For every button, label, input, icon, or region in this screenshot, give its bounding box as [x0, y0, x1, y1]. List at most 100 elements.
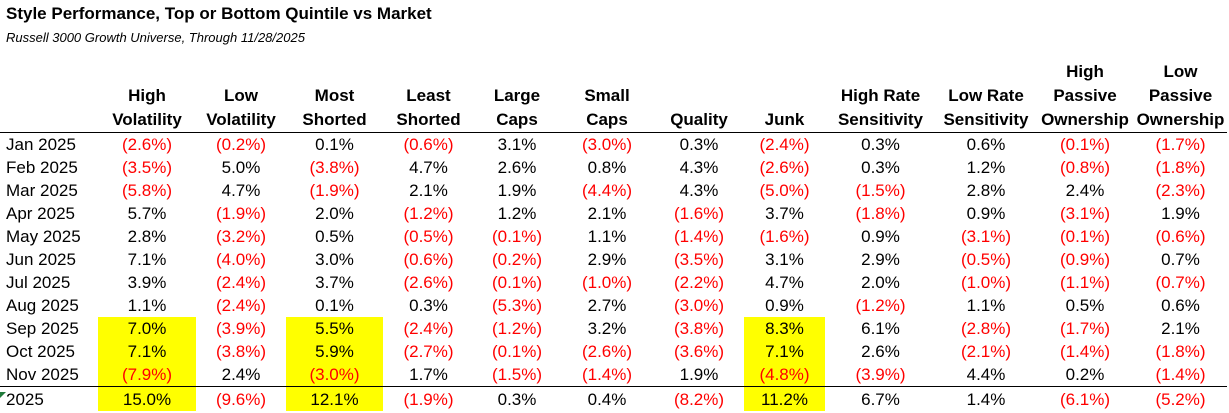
value-cell: 0.9%: [966, 204, 1006, 223]
value-cell: (3.5%): [121, 158, 173, 177]
value-cell: (1.2%): [855, 296, 906, 315]
value-cell: (1.2%): [491, 319, 543, 338]
value-cell: 4.7%: [221, 181, 261, 200]
cell-marker: [0, 392, 6, 398]
value-cell: (1.4%): [673, 227, 725, 246]
value-cell: 0.1%: [315, 135, 354, 154]
column-header-line: Volatility: [206, 110, 276, 129]
column-header-line: Sensitivity: [943, 110, 1029, 129]
column-header-line: High Rate: [840, 86, 921, 105]
value-cell: 2.9%: [861, 250, 900, 269]
value-cell: (1.0%): [581, 273, 633, 292]
value-cell: 2.1%: [587, 204, 627, 223]
value-cell: (2.6%): [403, 273, 454, 292]
value-cell: 2.9%: [587, 250, 627, 269]
value-cell: 4.4%: [966, 365, 1006, 384]
value-cell: 7.1%: [127, 250, 167, 269]
column-header: Least Shorted: [383, 60, 474, 133]
value-cell: 0.5%: [1065, 296, 1105, 315]
value-cell: (2.6%): [581, 342, 633, 361]
value-cell: 0.3%: [861, 135, 900, 154]
value-cell: (1.9%): [309, 181, 360, 200]
row-label: 2025: [0, 386, 98, 411]
column-header-line: Passive: [1053, 86, 1117, 105]
value-cell: 5.9%: [286, 340, 383, 363]
value-cell: (0.1%): [491, 342, 543, 361]
value-cell: 5.7%: [127, 204, 167, 223]
value-cell: (2.4%): [403, 319, 454, 338]
value-cell: 0.4%: [560, 386, 654, 411]
column-header: Low Rate Sensitivity: [936, 60, 1036, 133]
column-header: Most Shorted: [286, 60, 383, 133]
value-cell: 0.2%: [1065, 365, 1105, 384]
value-cell: (3.0%): [581, 135, 633, 154]
value-cell: (1.2%): [403, 204, 454, 223]
value-cell: 0.3%: [679, 135, 719, 154]
value-cell: 0.6%: [966, 135, 1006, 154]
value-cell: (1.8%): [855, 204, 906, 223]
table-row: Apr 2025 5.7% (1.9%) 2.0% (1.2%) 1.2% 2.1% (1.6…: [0, 202, 1227, 225]
total-row: 2025 15.0% (9.6%) 12.1% (1.9%) 0.3% 0.4% (8.2%)…: [0, 386, 1227, 411]
value-cell: (5.3%): [491, 296, 543, 315]
table-row: Feb 2025 (3.5%) 5.0% (3.8%) 4.7% 2.6% 0.8% 4.3%…: [0, 156, 1227, 179]
column-header-line: Ownership: [1136, 110, 1225, 129]
row-label: Sep 2025: [6, 319, 79, 338]
value-cell: (9.6%): [196, 386, 286, 411]
value-cell: 0.1%: [315, 296, 354, 315]
value-cell: (0.6%): [1155, 227, 1206, 246]
value-cell: (5.8%): [121, 181, 173, 200]
value-cell: (0.2%): [215, 135, 267, 154]
row-label: Jun 2025: [6, 250, 76, 269]
column-header-line: Large: [493, 86, 541, 105]
value-cell: 0.3%: [474, 386, 560, 411]
table-row: Jun 2025 7.1% (4.0%) 3.0% (0.6%) (0.2%) 2.9% (3…: [0, 248, 1227, 271]
row-label: Aug 2025: [6, 296, 79, 315]
value-cell: 2.4%: [1065, 181, 1105, 200]
value-cell: (3.8%): [215, 342, 267, 361]
value-cell: 5.0%: [221, 158, 261, 177]
column-header-line: High: [1066, 62, 1104, 81]
value-cell: (5.2%): [1134, 386, 1227, 411]
value-cell: 1.1%: [587, 227, 627, 246]
value-cell: (0.5%): [403, 227, 454, 246]
row-label: Oct 2025: [6, 342, 75, 361]
value-cell: (2.7%): [403, 342, 454, 361]
value-cell: (8.2%): [654, 386, 744, 411]
value-cell: (4.0%): [215, 250, 267, 269]
value-cell: (6.1%): [1036, 386, 1134, 411]
value-cell: 2.7%: [587, 296, 627, 315]
value-cell: (2.3%): [1155, 181, 1206, 200]
value-cell: (2.4%): [215, 273, 267, 292]
value-cell: (5.0%): [759, 181, 810, 200]
value-cell: (3.6%): [673, 342, 725, 361]
table-row: Jan 2025 (2.6%) (0.2%) 0.1% (0.6%) 3.1% (3.0%)…: [0, 133, 1227, 157]
value-cell: 0.3%: [861, 158, 900, 177]
value-cell: (0.9%): [1059, 250, 1111, 269]
value-cell: 3.7%: [765, 204, 804, 223]
table-row: May 2025 2.8% (3.2%) 0.5% (0.5%) (0.1%) 1.1% (1…: [0, 225, 1227, 248]
value-cell: 2.6%: [861, 342, 900, 361]
value-cell: 2.1%: [409, 181, 448, 200]
column-header-line: Most: [314, 86, 355, 105]
value-cell: 3.1%: [497, 135, 537, 154]
value-cell: (3.8%): [309, 158, 360, 177]
value-cell: 15.0%: [98, 386, 196, 411]
value-cell: 0.9%: [861, 227, 900, 246]
value-cell: (3.1%): [1059, 204, 1111, 223]
value-cell: (0.6%): [403, 250, 454, 269]
value-cell: 4.7%: [765, 273, 804, 292]
row-label: Nov 2025: [6, 365, 79, 384]
value-cell: 4.3%: [679, 181, 719, 200]
row-label: May 2025: [6, 227, 81, 246]
table-body: Jan 2025 (2.6%) (0.2%) 0.1% (0.6%) 3.1% (3.0%)…: [0, 133, 1227, 411]
column-header-line: Shorted: [396, 110, 461, 129]
value-cell: 2.6%: [497, 158, 537, 177]
value-cell: 4.3%: [679, 158, 719, 177]
value-cell: 7.0%: [98, 317, 196, 340]
value-cell: (4.8%): [744, 363, 825, 387]
value-cell: (3.5%): [673, 250, 725, 269]
value-cell: (0.8%): [1059, 158, 1111, 177]
column-header-line: High: [128, 86, 166, 105]
value-cell: 8.3%: [744, 317, 825, 340]
value-cell: (1.6%): [759, 227, 810, 246]
